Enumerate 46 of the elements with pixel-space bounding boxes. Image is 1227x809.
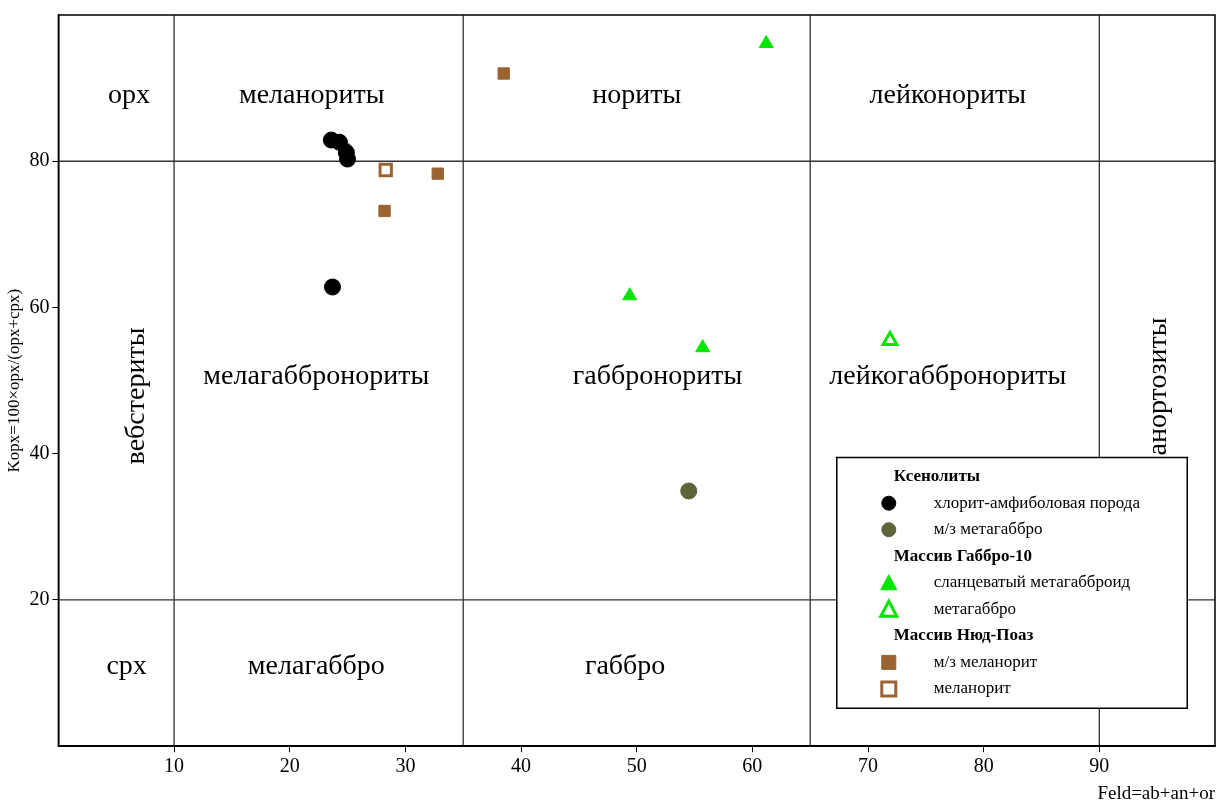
legend-label: м/з метагаббро <box>933 519 1043 539</box>
legend-label: меланорит <box>933 678 1012 698</box>
annotation: Массив Нюд-Поаз <box>893 625 1034 645</box>
annotation: мелагаббронориты <box>203 359 430 391</box>
point <box>378 204 391 218</box>
x-tick-label: 40 <box>511 754 532 777</box>
annotation: мелагаббро <box>247 648 385 680</box>
annotation: вебстериты <box>119 327 151 465</box>
legend-label: м/з меланорит <box>933 651 1038 671</box>
y-tick-label: 80 <box>29 148 50 171</box>
point <box>497 67 510 80</box>
x-tick-label: 10 <box>164 754 185 777</box>
x-tick-label: 30 <box>395 754 416 777</box>
legend-label: метагаббро <box>933 598 1017 618</box>
x-tick-label: 70 <box>858 754 879 777</box>
annotation: габбро <box>584 648 666 680</box>
annotation: меланориты <box>238 77 385 109</box>
y-axis-title: Kopx=100×opx/(opx+cpx) <box>3 288 23 473</box>
point <box>431 167 444 180</box>
y-tick-label: 40 <box>29 440 50 463</box>
point <box>680 482 698 500</box>
x-axis-title: Feld=ab+an+or <box>1097 781 1216 803</box>
x-tick-label: 60 <box>742 754 763 777</box>
point <box>758 35 774 49</box>
y-tick-label: 60 <box>29 294 50 317</box>
x-tick-label: 90 <box>1089 754 1110 777</box>
point <box>881 330 899 346</box>
annotation: нориты <box>592 77 682 109</box>
point <box>622 287 638 301</box>
annotation: opx <box>107 77 150 109</box>
point <box>378 162 393 178</box>
y-tick-label: 20 <box>29 587 50 610</box>
legend-title: Ксенолиты <box>893 466 981 486</box>
legend-label: хлорит-амфиболовая порода <box>933 492 1141 512</box>
x-tick-label: 50 <box>626 754 647 777</box>
x-tick-label: 80 <box>973 754 994 777</box>
annotation: Массив Габбро-10 <box>893 545 1033 565</box>
legend-label: сланцеватый метагабброид <box>933 572 1131 592</box>
annotation: cpx <box>106 648 147 680</box>
annotation: анортозиты <box>1140 317 1172 456</box>
point <box>695 339 711 353</box>
annotation: лейконориты <box>869 77 1027 109</box>
point <box>324 278 342 296</box>
annotation: габбронориты <box>572 359 743 391</box>
x-tick-label: 20 <box>279 754 300 777</box>
annotation: лейкогаббронориты <box>829 359 1067 391</box>
